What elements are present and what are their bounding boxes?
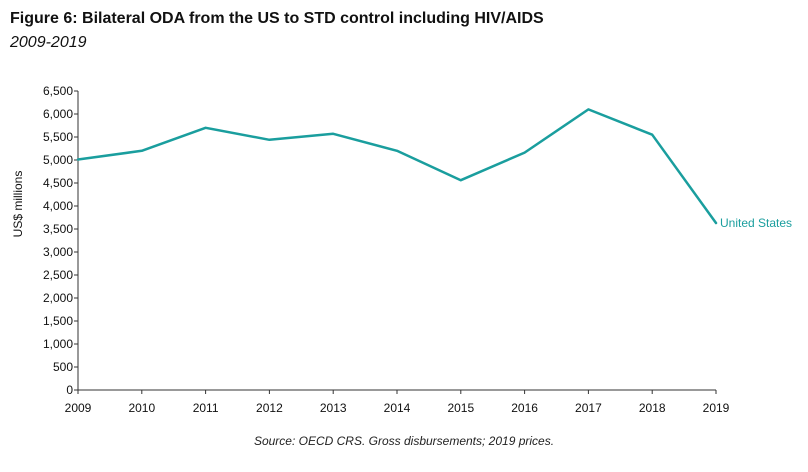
- source-note: Source: OECD CRS. Gross disbursements; 2…: [253, 434, 555, 448]
- x-tick-label: 2010: [128, 401, 155, 415]
- y-tick-label: 5,500: [43, 130, 73, 144]
- y-tick-label: 0: [66, 383, 73, 397]
- y-tick-label: 4,500: [43, 176, 73, 190]
- chart-title: Figure 6: Bilateral ODA from the US to S…: [10, 10, 544, 27]
- x-tick-label: 2012: [256, 401, 283, 415]
- x-tick-label: 2013: [320, 401, 347, 415]
- series-label-united-states: United States: [720, 216, 792, 230]
- y-tick-label: 1,500: [43, 314, 73, 328]
- y-tick-label: 6,500: [43, 84, 73, 98]
- x-tick-label: 2016: [511, 401, 538, 415]
- series-group: United States: [76, 108, 792, 230]
- chart-subtitle: 2009-2019: [10, 34, 87, 51]
- y-tick-label: 5,000: [43, 153, 73, 167]
- y-tick-label: 2,500: [43, 268, 73, 282]
- x-tick-label: 2017: [575, 401, 602, 415]
- x-tick-label: 2018: [639, 401, 666, 415]
- y-tick-label: 3,000: [43, 245, 73, 259]
- y-tick-label: 4,000: [43, 199, 73, 213]
- x-tick-label: 2019: [703, 401, 730, 415]
- y-axis-label: US$ millions: [11, 171, 25, 238]
- y-tick-label: 2,000: [43, 291, 73, 305]
- series-line-united-states: [76, 108, 718, 225]
- y-axis: 0 500 1,000 1,500 2,000 2,500 3,000 3,500 4,000 4…: [43, 84, 79, 397]
- x-axis: 2009 2010 2011 2012 2013 2014 2015 2016 2017 2018…: [65, 389, 730, 415]
- x-tick-label: 2014: [384, 401, 411, 415]
- y-tick-label: 1,000: [43, 337, 73, 351]
- y-tick-label: 6,000: [43, 107, 73, 121]
- y-tick-label: 3,500: [43, 222, 73, 236]
- x-tick-label: 2015: [447, 401, 474, 415]
- x-tick-label: 2009: [65, 401, 92, 415]
- x-tick-label: 2011: [193, 401, 219, 415]
- y-tick-label: 500: [53, 360, 73, 374]
